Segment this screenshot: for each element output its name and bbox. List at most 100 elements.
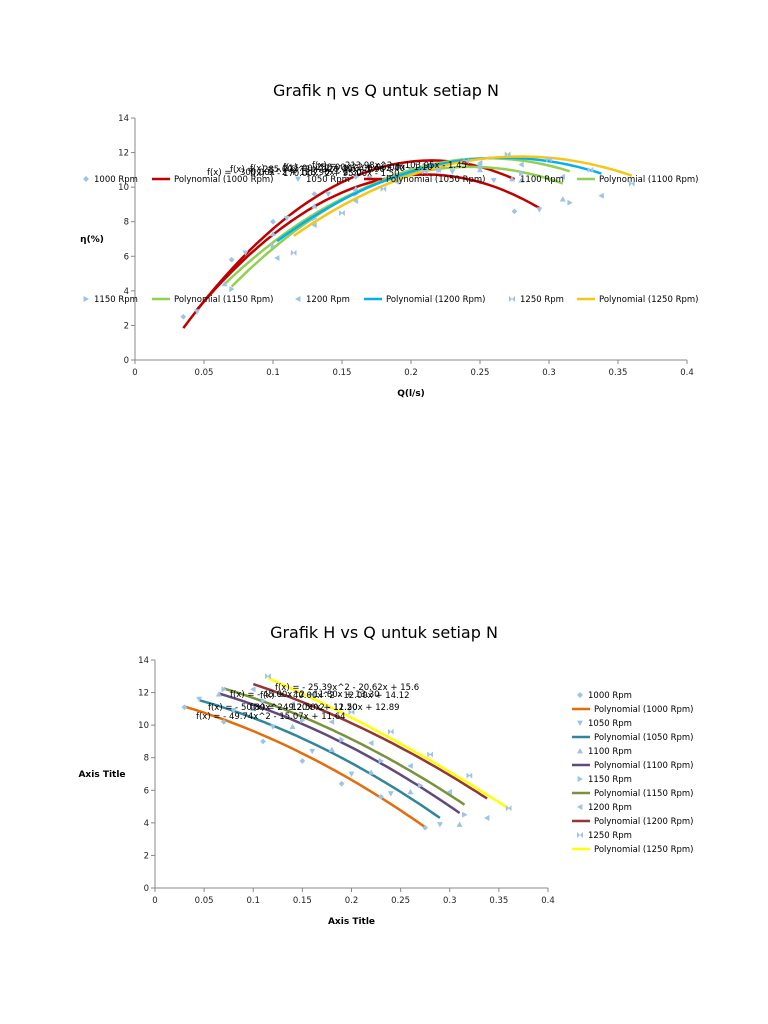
data-point bbox=[504, 151, 511, 158]
legend-entry: Polynomial (1000 Rpm) bbox=[594, 705, 693, 715]
data-point bbox=[446, 788, 453, 795]
data-point bbox=[269, 230, 277, 237]
data-point bbox=[338, 780, 345, 787]
legend-marker bbox=[577, 832, 583, 838]
legend-entry: 1250 Rpm bbox=[520, 295, 564, 305]
x-tick-label: 0.1 bbox=[266, 368, 280, 378]
trendline-3 bbox=[230, 157, 571, 288]
chart-title: Grafik η vs Q untuk setiap N bbox=[273, 81, 499, 100]
x-tick-label: 0.3 bbox=[443, 896, 457, 906]
trendline-equation: f(x) = - 40.00x^2 - 12.00x + 14.12 bbox=[260, 691, 410, 701]
trendline-equation: f(x) = - 45.00x^2 - 11.80x + 13.30 bbox=[230, 690, 380, 700]
data-point bbox=[417, 782, 424, 789]
trendline-5 bbox=[292, 155, 633, 237]
trendline-equation: f(x) = - 285.00x^2 + 120.00x - 1.90 bbox=[230, 165, 385, 175]
data-point bbox=[283, 215, 290, 222]
data-point bbox=[490, 177, 497, 184]
data-point bbox=[407, 762, 413, 769]
x-tick-label: 0.35 bbox=[609, 368, 628, 378]
data-point bbox=[518, 161, 524, 168]
x-tick-label: 0.35 bbox=[489, 896, 508, 906]
y-axis-label: η(%) bbox=[80, 235, 104, 245]
data-point bbox=[352, 173, 359, 180]
data-point bbox=[427, 751, 433, 758]
data-point bbox=[221, 686, 227, 693]
trendline-equation: f(x) = - 215.00x^2 + 110.00x - 2.40 bbox=[250, 164, 405, 174]
data-point bbox=[518, 177, 525, 183]
data-point bbox=[435, 166, 441, 173]
data-point bbox=[378, 757, 385, 764]
trendline-equation: f(x) = - 170.00x^2 + 95.00x - 1.50 bbox=[250, 169, 400, 179]
data-point bbox=[181, 704, 188, 711]
trendline-1 bbox=[196, 173, 540, 311]
data-point bbox=[456, 821, 463, 827]
data-point bbox=[311, 203, 318, 209]
data-point bbox=[536, 207, 543, 213]
data-point bbox=[196, 696, 203, 703]
x-tick-label: 0.05 bbox=[195, 896, 214, 906]
data-point bbox=[505, 804, 512, 812]
data-point bbox=[230, 708, 237, 714]
y-axis-label: Axis Title bbox=[78, 770, 125, 780]
x-tick-label: 0.4 bbox=[541, 896, 555, 906]
data-point bbox=[309, 690, 316, 698]
data-point bbox=[265, 673, 271, 680]
data-point bbox=[387, 791, 394, 797]
data-point bbox=[270, 218, 276, 225]
legend-entry: 1050 Rpm bbox=[306, 175, 350, 185]
data-point bbox=[328, 746, 335, 752]
y-tick-label: 2 bbox=[144, 851, 149, 861]
x-tick-label: 0.3 bbox=[542, 368, 556, 378]
x-tick-label: 0.2 bbox=[345, 896, 359, 906]
data-point bbox=[339, 209, 345, 217]
legend-entry: Polynomial (1100 Rpm) bbox=[594, 761, 693, 771]
data-point bbox=[559, 173, 566, 180]
legend-marker bbox=[295, 296, 301, 302]
data-point bbox=[422, 824, 429, 831]
data-point bbox=[289, 723, 296, 730]
data-point bbox=[567, 199, 573, 206]
data-point bbox=[587, 166, 594, 174]
x-tick-label: 0 bbox=[132, 368, 137, 378]
y-tick-label: 14 bbox=[118, 114, 129, 124]
legend-entry: 1100 Rpm bbox=[588, 747, 632, 757]
legend-entry: Polynomial (1150 Rpm) bbox=[174, 295, 273, 305]
legend-marker bbox=[577, 720, 583, 726]
data-point bbox=[269, 724, 276, 730]
data-point bbox=[221, 280, 228, 287]
data-point bbox=[339, 736, 345, 743]
data-point bbox=[628, 180, 635, 187]
data-point bbox=[483, 814, 490, 821]
data-point bbox=[274, 254, 280, 262]
data-point bbox=[476, 159, 483, 166]
legend-marker bbox=[577, 804, 583, 810]
data-point bbox=[352, 185, 359, 192]
x-tick-label: 0.2 bbox=[404, 368, 418, 378]
x-tick-label: 0.15 bbox=[333, 368, 352, 378]
data-point bbox=[421, 168, 428, 175]
data-point bbox=[250, 705, 257, 712]
legend-entry: 1200 Rpm bbox=[588, 803, 632, 813]
data-point bbox=[559, 196, 566, 202]
data-point bbox=[328, 718, 335, 725]
data-point bbox=[463, 158, 470, 165]
legend-entry: 1250 Rpm bbox=[588, 831, 632, 841]
data-point bbox=[260, 738, 267, 745]
y-tick-label: 10 bbox=[138, 721, 149, 731]
data-point bbox=[407, 788, 414, 795]
trendline-equation: f(x) = - 25.39x^2 - 20.62x + 15.6 bbox=[275, 683, 419, 693]
y-tick-label: 12 bbox=[118, 149, 129, 159]
data-point bbox=[598, 192, 604, 199]
data-point bbox=[368, 769, 375, 775]
legend-marker bbox=[577, 692, 583, 698]
data-point bbox=[477, 163, 484, 170]
y-tick-label: 4 bbox=[144, 819, 149, 829]
data-point bbox=[449, 169, 456, 175]
data-point bbox=[325, 191, 332, 198]
trendline-5 bbox=[267, 676, 510, 810]
data-point bbox=[260, 697, 267, 704]
legend-entry: 1100 Rpm bbox=[520, 175, 564, 185]
y-tick-label: 8 bbox=[144, 754, 149, 764]
y-tick-label: 2 bbox=[124, 321, 129, 331]
